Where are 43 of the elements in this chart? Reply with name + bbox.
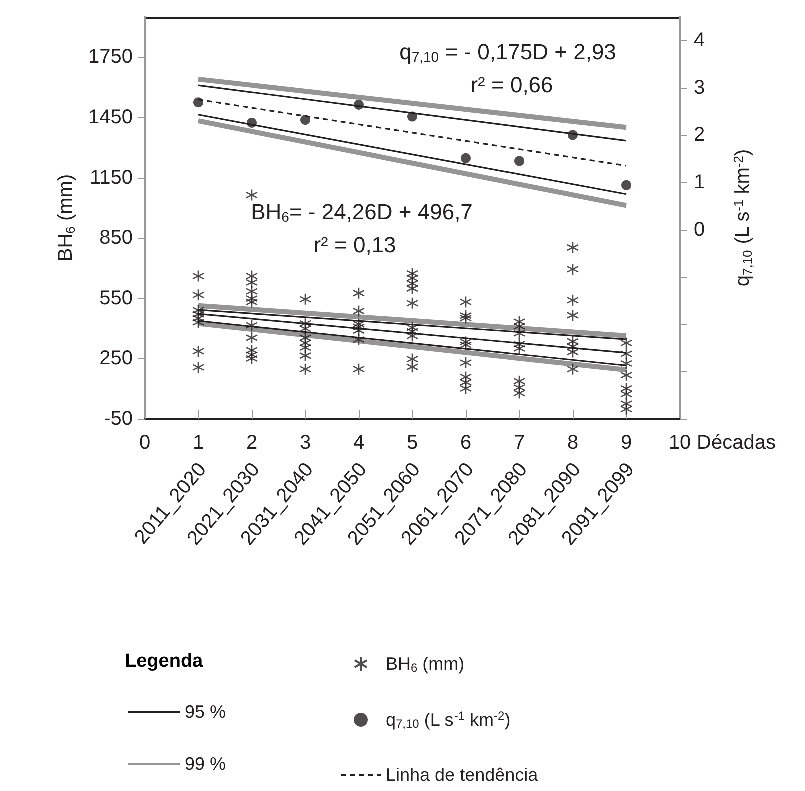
y2-tick-label: 0 (694, 218, 706, 241)
point (622, 180, 632, 190)
annotation: r² = 0,13 (314, 232, 396, 258)
point (300, 115, 310, 126)
x-tick-label: 0 (139, 432, 151, 454)
point (461, 153, 471, 164)
y-tick-label: 1150 (90, 166, 133, 189)
point (568, 130, 578, 140)
y-tick-label: 1450 (88, 106, 133, 128)
x-axis-title: Décadas (697, 432, 776, 454)
point (247, 118, 257, 128)
x-tick-label: 3 (300, 432, 312, 454)
y2-tick-label: 4 (694, 30, 706, 52)
y-axis-title: BH6 (mm) (55, 174, 78, 262)
y2-axis-title: q7,10 (L s-1 km-2) (731, 149, 755, 287)
annotation: r² = 0,66 (470, 72, 554, 98)
y2-tick-label: 2 (694, 124, 706, 146)
x-tick-label: 7 (514, 432, 526, 454)
y-tick-label: 1750 (88, 46, 133, 68)
point (194, 98, 204, 108)
legend-label: 99 % (185, 754, 226, 774)
point (354, 100, 364, 110)
point (514, 156, 524, 166)
x-tick-label: 5 (406, 432, 418, 454)
legend-label: 95 % (185, 702, 226, 722)
x-tick-label: 1 (192, 432, 204, 454)
y2-tick-label: 3 (694, 76, 706, 99)
legend-title: Legenda (125, 651, 204, 672)
x-tick-label: 8 (567, 432, 579, 454)
x-tick-label: 6 (460, 432, 472, 454)
point (408, 112, 418, 122)
legend-label: Linha de tendência (386, 765, 540, 785)
y-tick-label: 250 (100, 348, 133, 370)
x-tick-label: 9 (620, 432, 632, 454)
x-tick-label: 4 (353, 432, 365, 454)
y-tick-label: 850 (100, 227, 133, 250)
y2-tick-label: 1 (694, 172, 706, 194)
annotation: q7,10 = - 0,175D + 2,93 (400, 40, 616, 65)
y-tick-label: -50 (104, 408, 133, 430)
x-tick-label: 2 (246, 432, 258, 454)
annotation: BH6= - 24,26D + 496,7 (251, 200, 473, 225)
x-tick-label: 10 (668, 432, 692, 454)
y-tick-label: 550 (100, 287, 133, 310)
